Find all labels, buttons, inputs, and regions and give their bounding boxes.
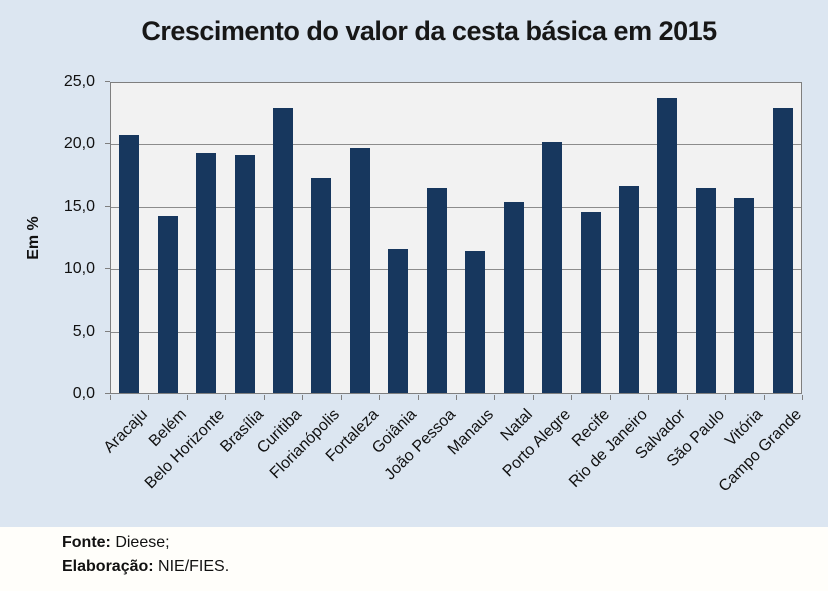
source-line: Fonte: Dieese; — [62, 534, 170, 552]
y-tick-label-4: 20,0 — [63, 135, 95, 153]
x-label-aracaju: Aracaju — [100, 406, 152, 457]
bar-vitória — [734, 198, 755, 393]
x-tick-mark — [225, 395, 227, 400]
bar-goiânia — [388, 249, 409, 393]
x-tick-mark — [763, 395, 765, 400]
bar-brasília — [234, 155, 255, 393]
x-tick-mark — [609, 395, 611, 400]
plot-area — [110, 82, 802, 394]
x-tick-mark — [571, 395, 573, 400]
x-tick-mark — [802, 395, 803, 400]
x-tick-mark — [186, 395, 188, 400]
source-value: Dieese; — [110, 534, 170, 551]
x-tick-mark — [456, 395, 457, 400]
bar-belém — [157, 216, 178, 393]
source-label: Fonte: — [62, 534, 111, 551]
elaboration-line: Elaboração: NIE/FIES. — [62, 558, 229, 576]
y-tick-label-2: 10,0 — [63, 260, 95, 278]
bar-campo-grande — [772, 108, 793, 393]
x-tick-mark — [148, 395, 150, 400]
y-tick-label-5: 25,0 — [63, 73, 95, 90]
bar-fortaleza — [349, 148, 370, 393]
x-tick-mark — [532, 395, 534, 400]
y-tick-mark — [105, 81, 110, 82]
x-tick-mark — [686, 395, 688, 400]
bar-manaus — [465, 251, 486, 393]
chart-footer: Fonte: Dieese; Elaboração: NIE/FIES. — [0, 527, 828, 591]
bar-rio-de-janeiro — [619, 186, 639, 393]
y-tick-mark — [105, 205, 110, 207]
bar-aracaju — [119, 135, 140, 393]
bar-belo-horizonte — [196, 153, 217, 393]
x-tick-mark — [340, 395, 342, 400]
x-tick-mark — [263, 395, 265, 400]
bar-curitiba — [273, 108, 293, 393]
x-tick-mark — [725, 395, 727, 400]
gridline-15 — [111, 206, 801, 208]
x-tick-mark — [302, 395, 304, 400]
bar-salvador — [657, 98, 678, 393]
y-tick-label-1: 5,0 — [72, 322, 95, 340]
x-tick-mark — [110, 395, 111, 400]
y-tick-mark — [105, 393, 110, 394]
y-tick-label-0: 0,0 — [72, 385, 95, 402]
bar-recife — [580, 212, 601, 393]
y-tick-label-3: 15,0 — [63, 197, 95, 215]
y-tick-mark — [105, 330, 110, 332]
elaboration-label: Elaboração: — [62, 558, 154, 575]
gridline-10 — [111, 269, 801, 271]
bar-florianópolis — [311, 178, 332, 393]
gridline-5 — [111, 331, 801, 333]
bar-joão-pessoa — [426, 188, 447, 393]
bar-são-paulo — [695, 188, 716, 393]
y-axis-title: Em % — [25, 216, 42, 260]
x-tick-mark — [379, 395, 381, 400]
y-tick-mark — [105, 143, 110, 145]
bar-porto-alegre — [542, 142, 563, 393]
y-tick-mark — [105, 268, 110, 270]
elaboration-value: NIE/FIES. — [153, 558, 230, 575]
x-tick-mark — [417, 395, 419, 400]
x-tick-mark — [648, 395, 650, 400]
chart-card: Crescimento do valor da cesta básica em … — [0, 0, 828, 527]
gridline-20 — [111, 144, 801, 146]
x-tick-mark — [494, 395, 496, 400]
chart-title: Crescimento do valor da cesta básica em … — [141, 16, 717, 46]
bar-natal — [503, 202, 524, 393]
